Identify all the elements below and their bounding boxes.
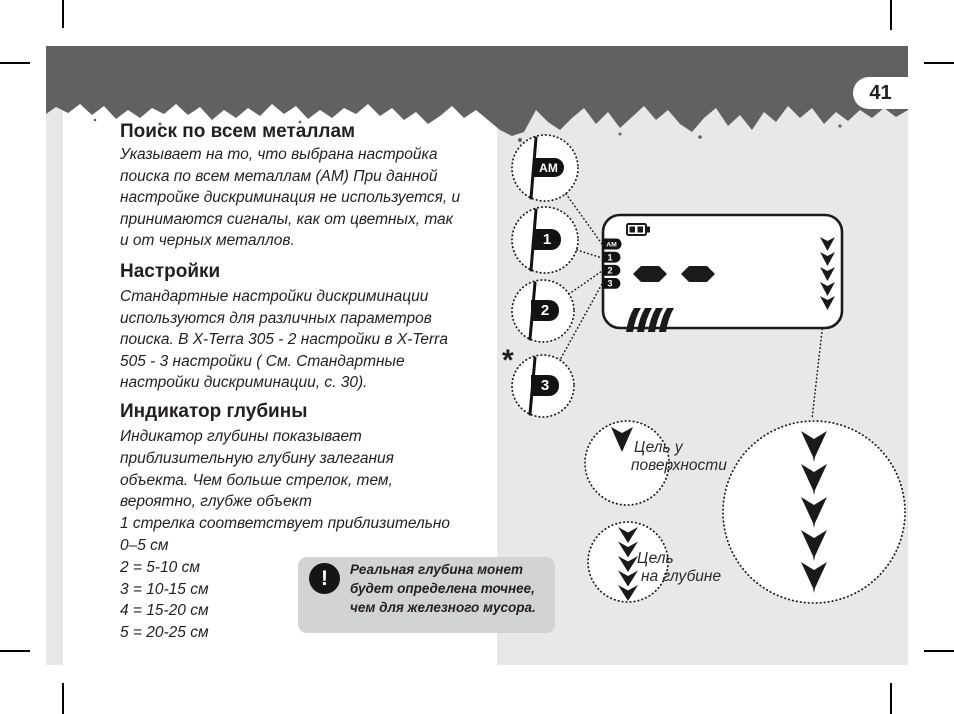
body-line: Стандартные настройки дискриминации (120, 288, 429, 305)
body-line: приблизительную глубину залегания (120, 449, 394, 467)
note-line: чем для железного мусора. (350, 599, 536, 615)
crop-mark (890, 683, 892, 714)
signal-strength-bars (626, 308, 674, 332)
section-body-patterns: Стандартные настройки дискриминации испо… (120, 286, 515, 394)
body-line: 5 = 20-25 см (120, 624, 209, 642)
surface-target-arrow (611, 427, 633, 452)
callout-label-surface: поверхности (631, 457, 727, 474)
callout-label-surface: Цель у (634, 439, 683, 456)
body-line: 1 стрелка соответствует приблизительно (120, 515, 451, 533)
display-tab-label-am: AM (606, 242, 617, 249)
body-line: вероятно, глубже объект (120, 493, 312, 511)
display-tab-label-3: 3 (607, 279, 612, 289)
callout-circle-surface-target (584, 420, 670, 506)
note-line: Реальная глубина монет (350, 562, 523, 577)
crop-mark (924, 62, 954, 64)
crop-mark (924, 650, 954, 652)
button-2: 2 (531, 300, 559, 321)
page-left-gray-strip (46, 100, 63, 665)
body-line: используются для различных параметров (120, 309, 432, 327)
footnote-asterisk: * (502, 344, 514, 377)
body-line: объекта. Чем больше стрелок, тем, (120, 471, 393, 489)
display-tab-label-1: 1 (607, 253, 612, 263)
note-line: будет определена точнее, (350, 580, 535, 596)
body-line: настройке дискриминация не используется,… (120, 189, 461, 207)
body-line: и от черных металлов. (120, 232, 295, 250)
section-body-all-metal: Указывает на то, что выбрана настройка п… (120, 144, 515, 252)
section-heading-patterns: Настройки (120, 261, 221, 282)
callout-label-deep: на глубине (641, 568, 722, 585)
exclamation-icon: ! (309, 563, 340, 594)
body-line: принимаются сигналы, как от цветных, так (120, 210, 453, 228)
section-heading-depth-indicator: Индикатор глубины (120, 401, 308, 422)
crop-mark (62, 683, 64, 714)
body-line: 2 = 5-10 см (120, 558, 200, 576)
body-line: 0–5 см (120, 536, 169, 554)
target-id-icons (633, 266, 715, 282)
body-line: настройки дискриминации, с. 30). (120, 374, 368, 392)
battery-icon (626, 223, 650, 236)
display-tab-label-2: 2 (607, 266, 612, 276)
dotted-connector-lines (560, 193, 825, 420)
note-box (298, 557, 555, 633)
page-number: 41 (869, 81, 892, 104)
body-line: поиска по всем металлам (АМ) При данной (120, 167, 438, 185)
button-am: AM (533, 158, 564, 177)
button-3: 3 (531, 375, 559, 396)
magnified-depth-arrows (801, 431, 827, 593)
body-line: поиска. В X-Terra 305 - 2 настройки в X-… (120, 331, 448, 349)
crop-mark (62, 0, 64, 28)
deep-target-arrows (618, 527, 638, 601)
body-line: 4 = 15-20 см (120, 602, 209, 620)
callout-label-deep: Цель (637, 550, 674, 567)
note-text: Реальная глубина монет будет определена … (350, 561, 550, 617)
body-line: Индикатор глубины показывает (120, 428, 362, 445)
crop-mark (0, 62, 30, 64)
detector-display: AM 1 2 3 (601, 213, 844, 332)
section-heading-all-metal: Поиск по всем металлам (120, 121, 356, 142)
page-number-badge: 41 (853, 77, 908, 109)
body-line: 505 - 3 настройки ( См. Стандартные (120, 352, 405, 370)
crop-mark (890, 0, 892, 30)
button-1: 1 (533, 229, 561, 250)
body-line: Указывает на то, что выбрана настройка (120, 146, 438, 163)
display-mode-tabs: AM 1 2 3 (602, 238, 622, 289)
crop-mark (0, 650, 30, 652)
body-line: 3 = 10-15 см (120, 580, 209, 598)
section-body-depth-indicator: Индикатор глубины показывает приблизител… (120, 426, 515, 644)
display-depth-arrows (820, 237, 835, 310)
